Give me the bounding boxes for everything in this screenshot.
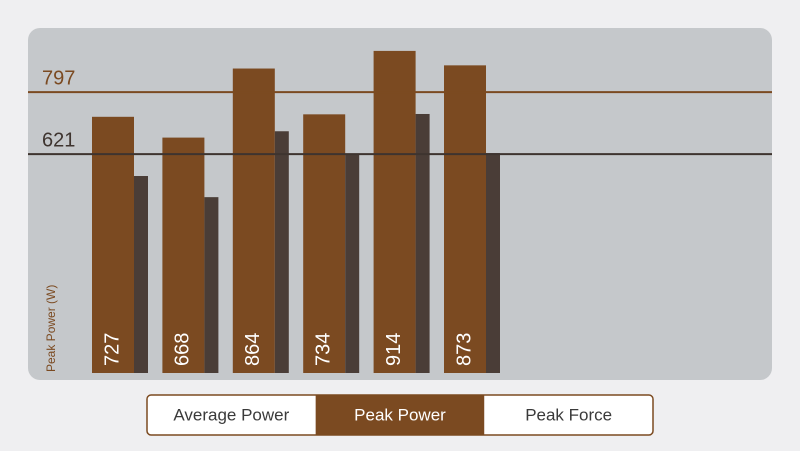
reference-label: 621 bbox=[42, 129, 75, 151]
value-label: 727 bbox=[101, 333, 123, 366]
value-label: 734 bbox=[312, 333, 334, 366]
bar bbox=[373, 50, 416, 373]
bar bbox=[134, 176, 148, 373]
bar bbox=[303, 114, 346, 373]
value-label: 873 bbox=[453, 333, 475, 366]
reference-label: 797 bbox=[42, 67, 75, 89]
value-label: 668 bbox=[172, 333, 194, 366]
segment-border bbox=[146, 394, 654, 436]
segment-label[interactable]: Peak Force bbox=[525, 405, 612, 424]
segment-label[interactable]: Peak Power bbox=[354, 405, 446, 424]
bar bbox=[486, 153, 500, 373]
bar bbox=[232, 68, 275, 373]
segment-button[interactable] bbox=[147, 395, 316, 435]
bar bbox=[204, 197, 219, 373]
bar bbox=[415, 113, 430, 373]
bar bbox=[92, 116, 134, 373]
segment-button[interactable] bbox=[315, 395, 485, 435]
segment-button[interactable] bbox=[484, 395, 653, 435]
bar bbox=[274, 131, 289, 373]
y-axis-label: Peak Power (W) bbox=[44, 285, 58, 372]
bar bbox=[345, 154, 360, 373]
value-label: 914 bbox=[383, 333, 405, 366]
value-label: 864 bbox=[242, 333, 264, 366]
segment-label[interactable]: Average Power bbox=[173, 405, 289, 424]
bar bbox=[444, 65, 486, 374]
bar bbox=[162, 137, 205, 373]
